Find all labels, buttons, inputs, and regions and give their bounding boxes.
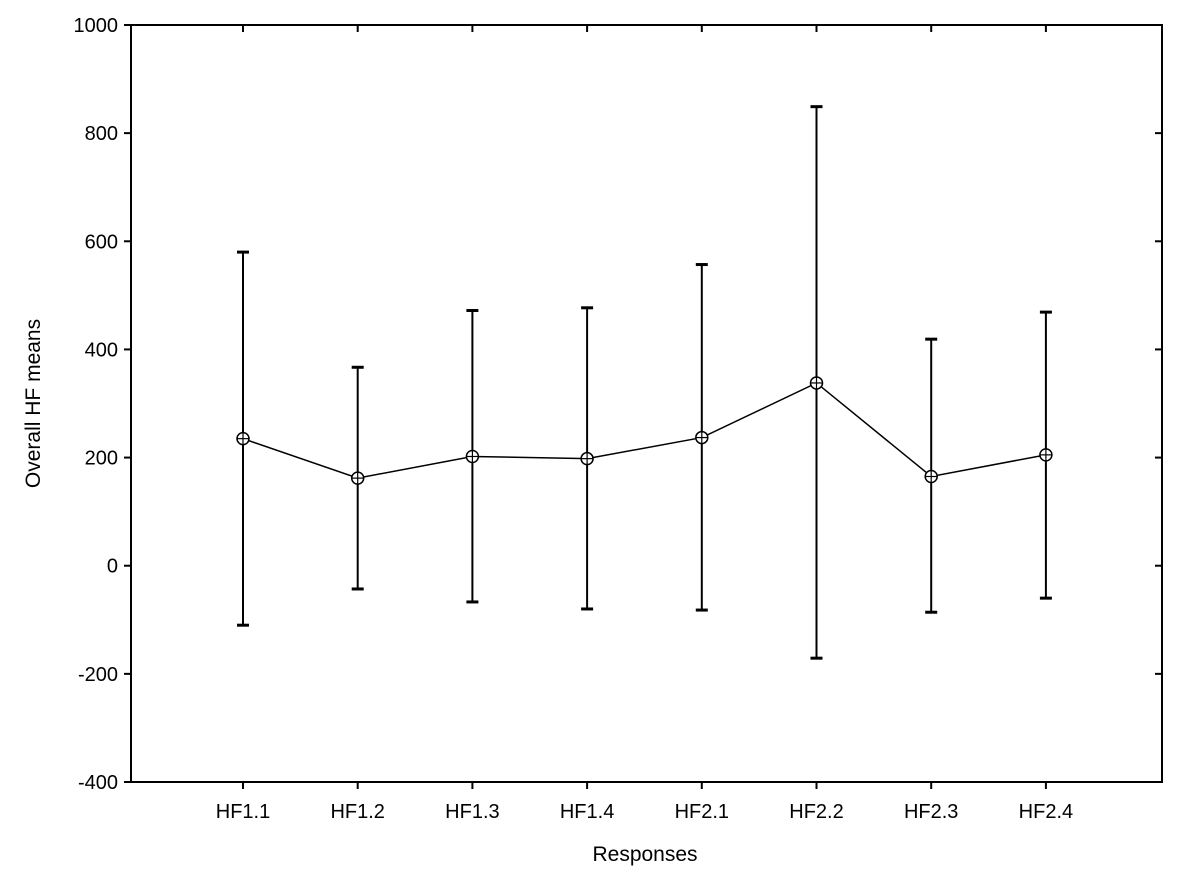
y-tick-label: 0 [107,556,118,578]
y-axis-title: Overall HF means [22,319,45,488]
y-tick-label: 600 [85,231,118,253]
x-tick-label: HF1.4 [560,801,614,823]
x-tick-label: HF2.1 [675,801,729,823]
y-tick-label: 800 [85,123,118,145]
x-tick-label: HF2.4 [1019,801,1073,823]
x-tick-label: HF1.3 [445,801,499,823]
y-tick-label: 400 [85,339,118,361]
y-tick-label: 1000 [74,15,119,37]
y-tick-label: -400 [78,772,118,794]
x-tick-label: HF1.1 [216,801,270,823]
x-axis-title: Responses [592,843,697,866]
y-tick-label: -200 [78,664,118,686]
plot-frame [130,24,1163,783]
x-tick-label: HF2.3 [904,801,958,823]
series-line [242,382,1047,479]
x-tick-label: HF1.2 [330,801,384,823]
y-tick-label: 200 [85,448,118,470]
x-tick-label: HF2.2 [789,801,843,823]
